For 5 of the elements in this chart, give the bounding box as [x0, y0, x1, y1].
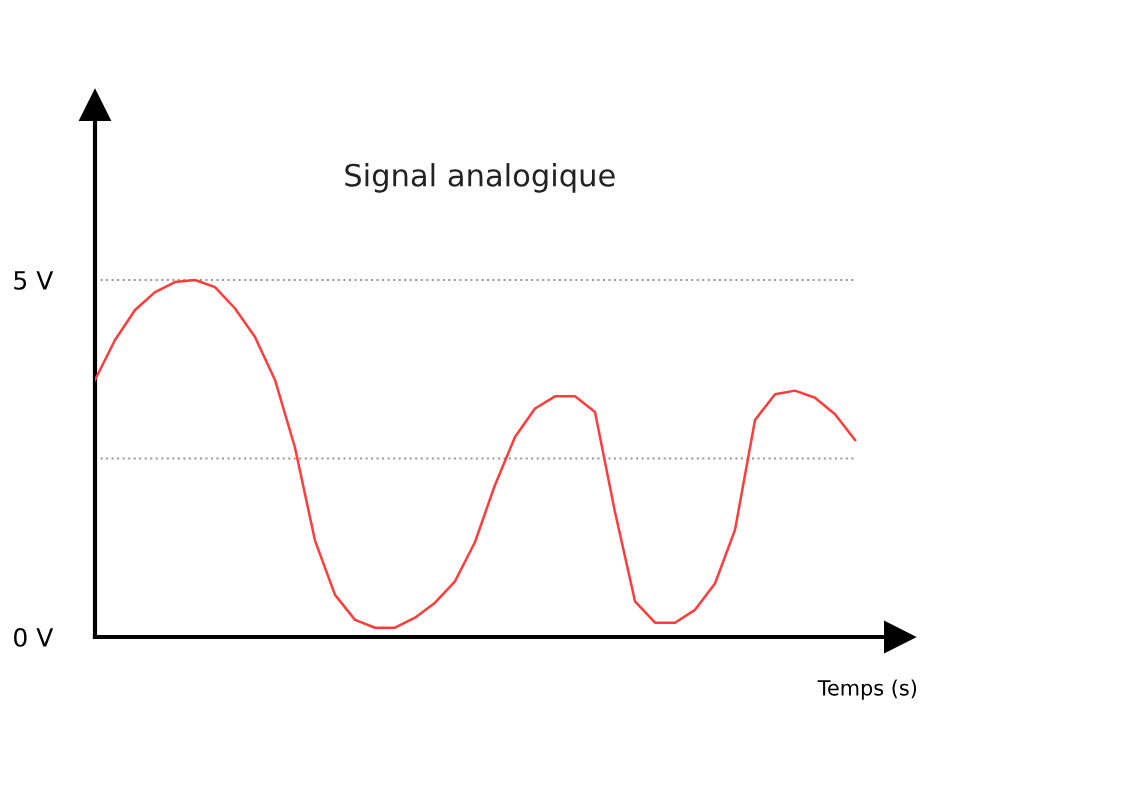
- y-tick-label: 5 V: [14, 271, 54, 290]
- x-axis-title: Temps (s): [817, 679, 917, 700]
- text: Signal analogique: [345, 163, 615, 193]
- line-series: [95, 278, 857, 629]
- y-tick-label: 0 V: [14, 627, 54, 647]
